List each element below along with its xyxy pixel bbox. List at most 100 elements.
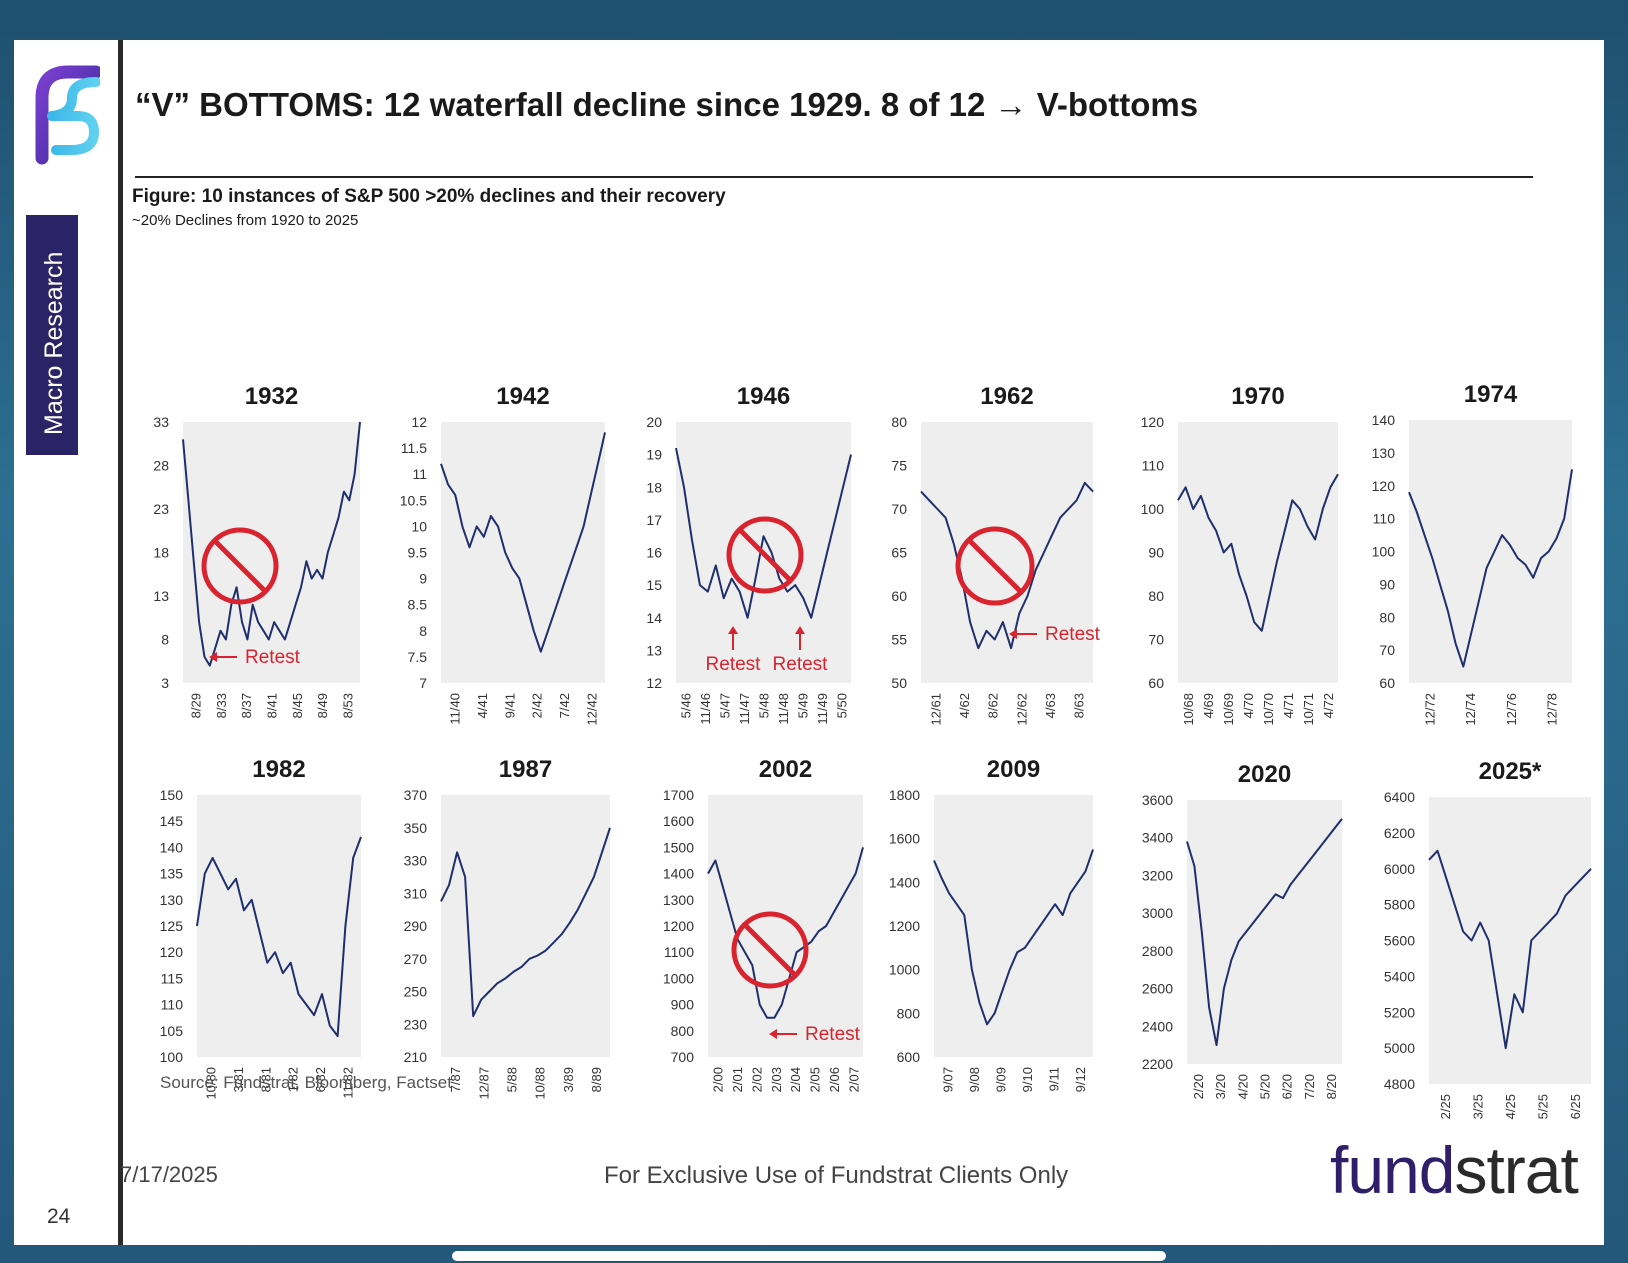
left-panel: Macro Research 24 [14, 40, 119, 1245]
prohibit-circle [731, 911, 809, 989]
y-tick-label: 3000 [1142, 905, 1173, 921]
plot-area [197, 795, 361, 1057]
y-tick-label: 250 [404, 984, 428, 1000]
y-tick-label: 900 [671, 997, 695, 1013]
retest-arrowhead [769, 1029, 777, 1039]
chart-title: 2002 [759, 756, 812, 783]
x-tick-label: 12/87 [476, 1067, 491, 1100]
x-tick-label: 8/63 [1072, 693, 1087, 718]
x-tick-label: 4/71 [1281, 693, 1296, 718]
y-tick-label: 2400 [1142, 1018, 1173, 1034]
y-tick-label: 5200 [1384, 1004, 1415, 1020]
y-tick-label: 145 [160, 813, 184, 829]
x-tick-label: 2/25 [1438, 1094, 1453, 1119]
x-tick-label: 10/70 [1261, 693, 1276, 726]
y-tick-label: 3600 [1142, 792, 1173, 808]
x-tick-label: 2/00 [711, 1067, 726, 1092]
y-tick-label: 120 [1372, 478, 1396, 494]
x-tick-label: 11/82 [340, 1067, 355, 1099]
x-tick-label: 8/81 [258, 1067, 273, 1092]
prohibit-circle [201, 527, 279, 605]
y-tick-label: 7 [419, 675, 427, 691]
chart-title: 1946 [737, 383, 790, 410]
y-tick-label: 130 [1372, 445, 1396, 461]
title-rule [135, 176, 1533, 178]
y-tick-label: 2200 [1142, 1056, 1173, 1072]
y-tick-label: 270 [404, 951, 428, 967]
x-tick-label: 10/68 [1181, 693, 1196, 726]
y-tick-label: 110 [161, 997, 184, 1013]
y-tick-label: 140 [160, 839, 184, 855]
y-tick-label: 8 [419, 623, 427, 639]
x-tick-label: 5/20 [1258, 1074, 1273, 1099]
y-tick-label: 16 [646, 545, 662, 561]
y-tick-label: 33 [153, 414, 169, 430]
y-tick-label: 120 [1141, 414, 1165, 430]
y-tick-label: 19 [646, 447, 662, 463]
plot-area [441, 795, 610, 1057]
x-tick-label: 2/06 [827, 1067, 842, 1092]
x-tick-label: 4/69 [1201, 693, 1216, 718]
y-tick-label: 1200 [889, 918, 920, 934]
plot-area [1409, 420, 1572, 683]
retest-arrowhead [209, 652, 217, 662]
y-tick-label: 350 [404, 820, 428, 836]
x-tick-label: 2/01 [730, 1067, 745, 1092]
y-tick-label: 130 [160, 892, 184, 908]
y-tick-label: 3400 [1142, 830, 1173, 846]
x-tick-label: 2/05 [808, 1067, 823, 1092]
retest-label: Retest [1045, 624, 1101, 645]
x-tick-label: 5/88 [504, 1067, 519, 1092]
x-tick-label: 9/10 [1020, 1067, 1035, 1092]
y-tick-label: 23 [153, 501, 169, 517]
y-tick-label: 11 [412, 466, 427, 482]
x-tick-label: 8/20 [1324, 1074, 1339, 1099]
y-tick-label: 1500 [663, 839, 694, 855]
y-tick-label: 100 [1372, 544, 1396, 560]
y-tick-label: 28 [153, 458, 169, 474]
plot-area [708, 795, 863, 1057]
y-tick-label: 60 [1379, 675, 1395, 691]
retest-arrowhead [795, 626, 805, 634]
plot-area [934, 795, 1093, 1057]
y-tick-label: 20 [646, 414, 662, 430]
x-tick-label: 4/41 [475, 693, 490, 718]
x-tick-label: 2/02 [749, 1067, 764, 1092]
plot-area [1429, 797, 1591, 1084]
y-tick-label: 70 [1379, 642, 1395, 658]
prohibit-slash [212, 538, 268, 594]
y-tick-label: 1700 [663, 787, 694, 803]
y-tick-label: 60 [891, 588, 907, 604]
page-title: “V” BOTTOMS: 12 waterfall decline since … [135, 86, 1199, 123]
y-tick-label: 1600 [889, 831, 920, 847]
y-tick-label: 700 [671, 1049, 695, 1065]
y-tick-label: 90 [1379, 576, 1395, 592]
x-tick-label: 6/20 [1280, 1074, 1295, 1099]
x-tick-label: 5/46 [679, 693, 694, 718]
x-tick-label: 9/08 [967, 1067, 982, 1092]
retest-label: Retest [773, 654, 829, 675]
x-tick-label: 11/48 [776, 693, 791, 725]
footer-disclaimer: For Exclusive Use of Fundstrat Clients O… [604, 1162, 1069, 1189]
x-tick-label: 5/25 [1535, 1094, 1550, 1119]
divider [118, 40, 123, 1245]
x-tick-label: 2/07 [846, 1067, 861, 1092]
y-tick-label: 1600 [663, 813, 694, 829]
y-tick-label: 150 [160, 787, 184, 803]
x-tick-label: 4/72 [1321, 693, 1336, 718]
y-tick-label: 110 [1142, 458, 1165, 474]
y-tick-label: 6200 [1384, 825, 1415, 841]
x-tick-label: 12/62 [1014, 693, 1029, 726]
y-tick-label: 10.5 [400, 492, 427, 508]
x-tick-label: 5/50 [834, 693, 849, 718]
series-line [933, 849, 1094, 1026]
y-tick-label: 2600 [1142, 981, 1173, 997]
y-tick-label: 80 [891, 414, 907, 430]
scrollbar[interactable] [452, 1251, 1166, 1261]
y-tick-label: 125 [160, 918, 184, 934]
y-tick-label: 110 [1373, 511, 1396, 527]
plot-area [1178, 422, 1338, 683]
x-tick-label: 9/07 [940, 1067, 955, 1092]
y-tick-label: 13 [646, 642, 662, 658]
source-note: Source: Fundstrat, Bloomberg, Factset [160, 1073, 452, 1092]
